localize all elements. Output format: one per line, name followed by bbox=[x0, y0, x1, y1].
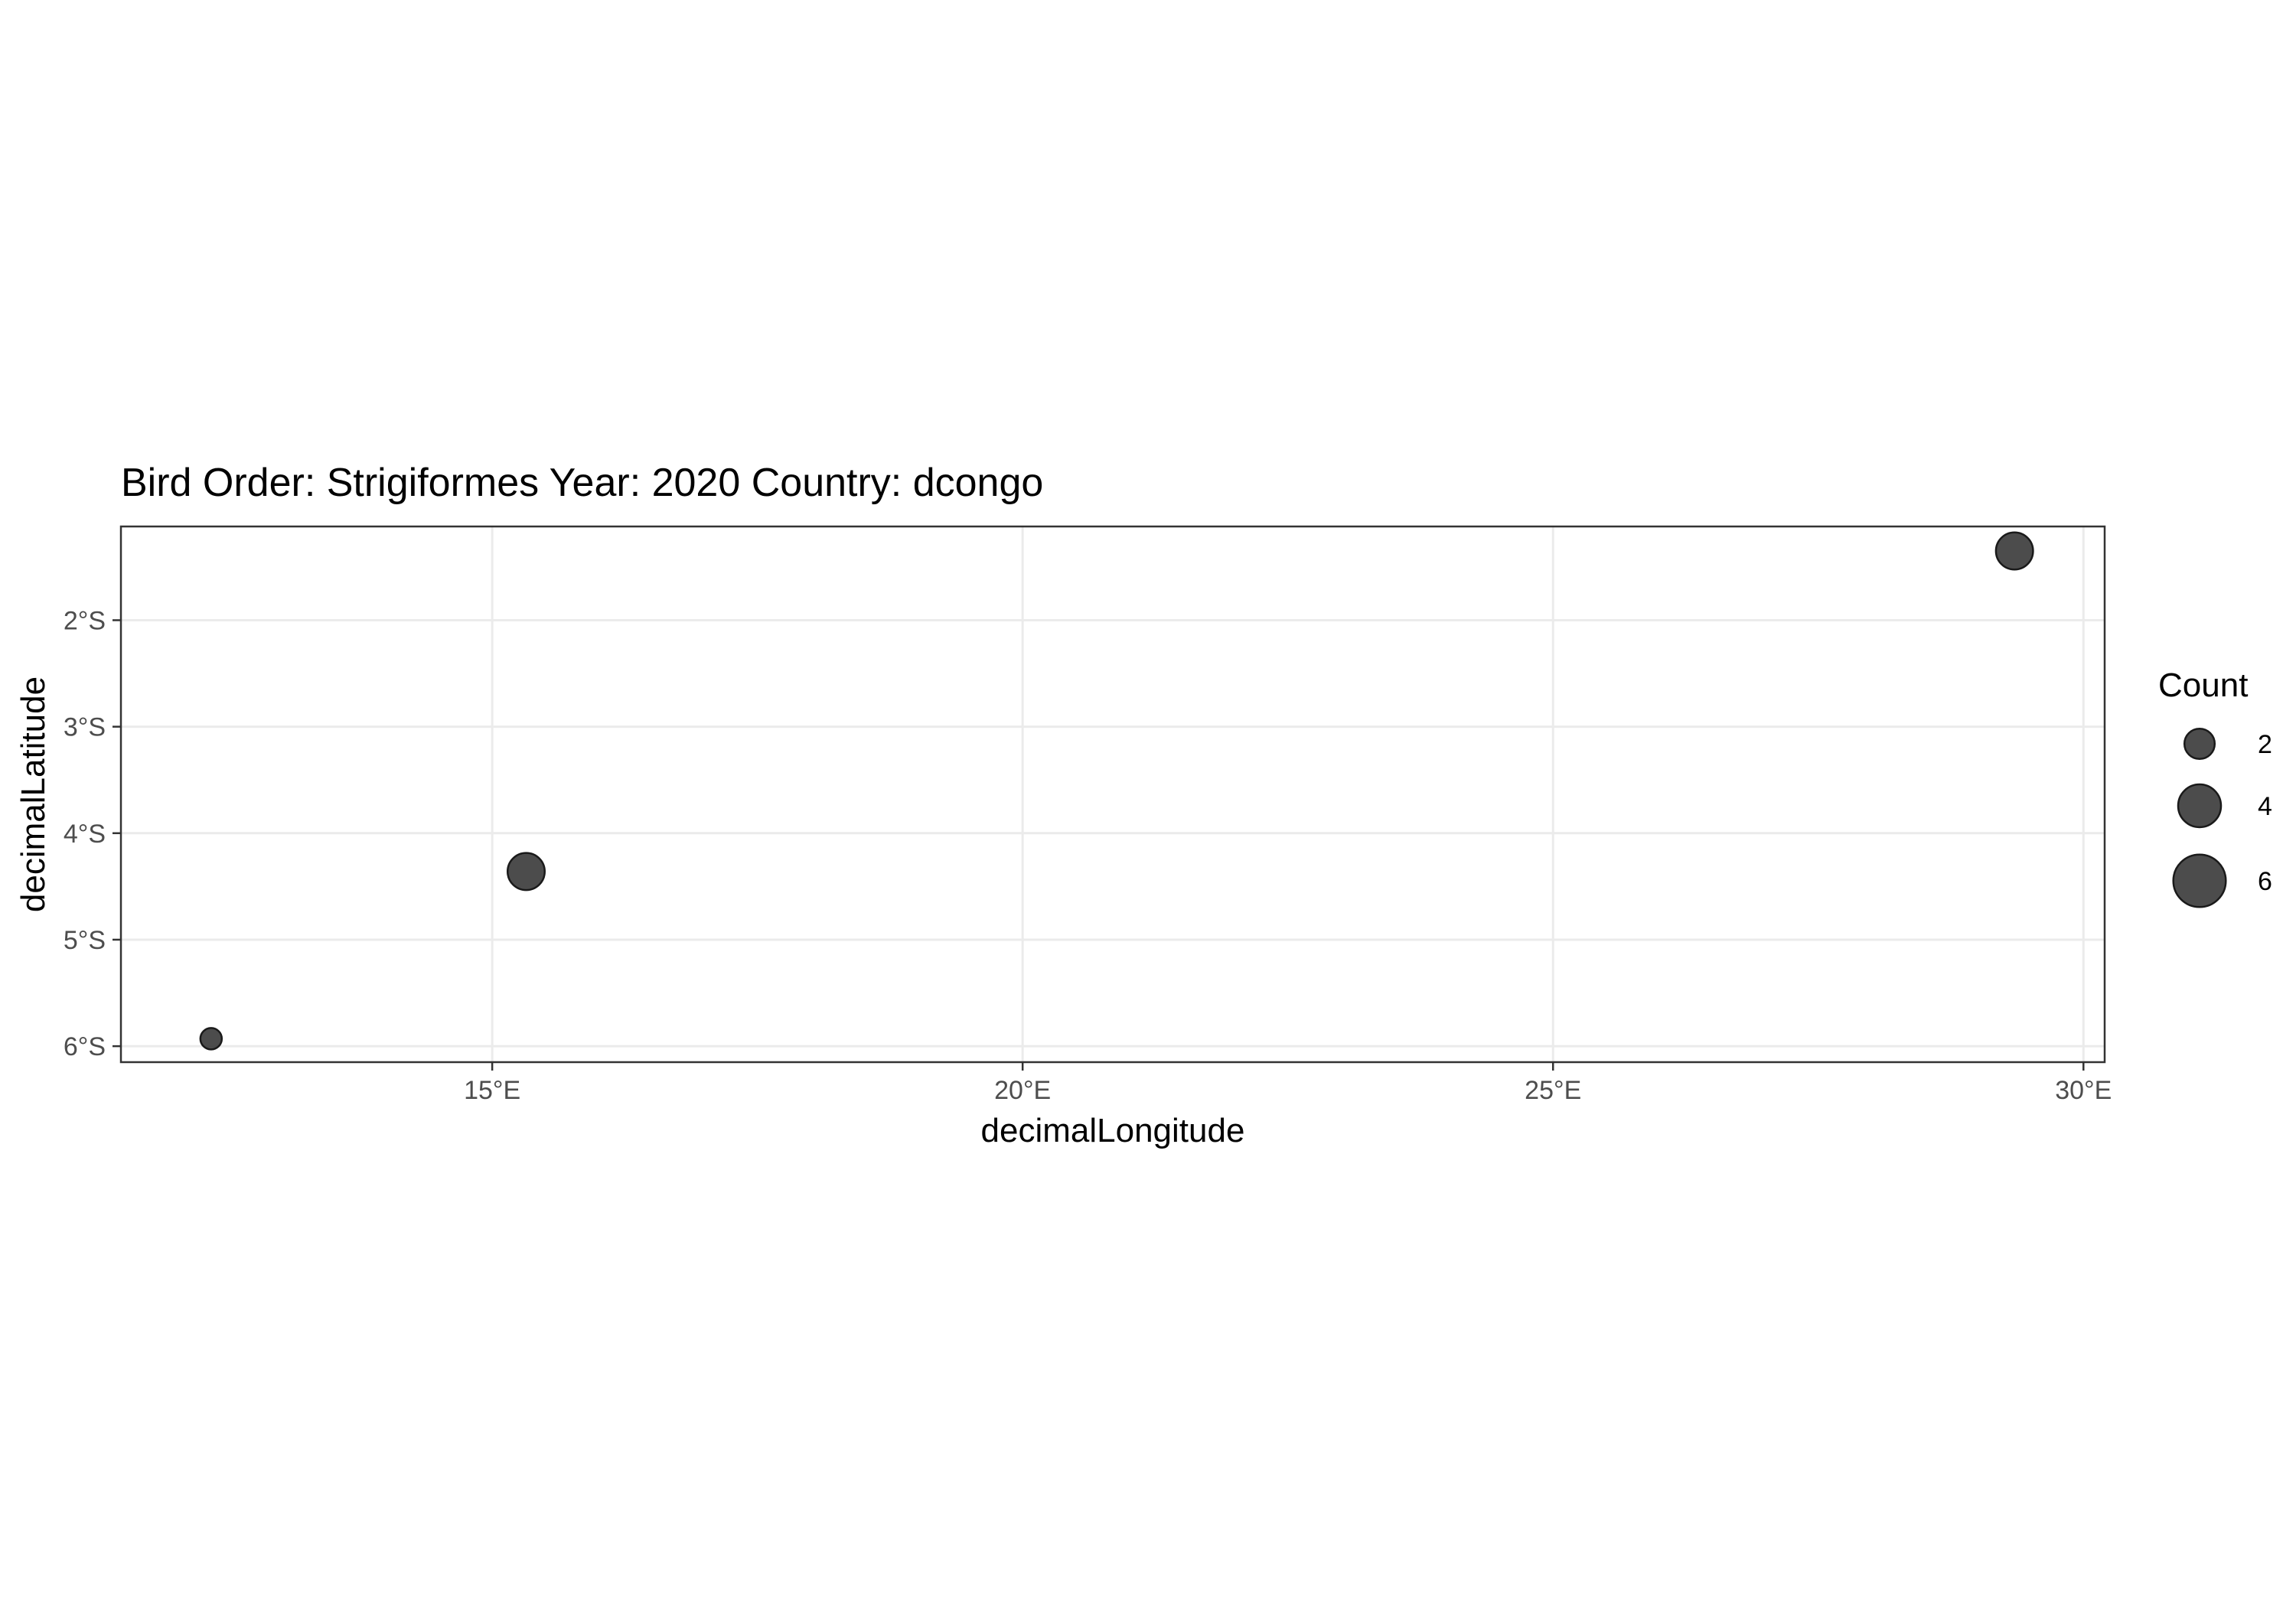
legend-key bbox=[2183, 727, 2216, 761]
x-tick-label: 20°E bbox=[994, 1076, 1051, 1105]
data-point bbox=[199, 1027, 223, 1051]
x-axis-title: decimalLongitude bbox=[981, 1112, 1245, 1149]
data-point bbox=[1994, 531, 2034, 571]
grid-lines bbox=[121, 526, 2105, 1062]
legend-label: 2 bbox=[2258, 730, 2272, 759]
legend-key bbox=[2177, 783, 2223, 829]
axis-ticks: 15°E 20°E 25°E 30°E 2°S 3°S 4°S 5°S 6°S bbox=[64, 606, 2112, 1105]
data-point bbox=[506, 852, 546, 892]
legend: Count 2 4 6 bbox=[2158, 667, 2272, 908]
y-axis-title: decimalLatitude bbox=[15, 676, 52, 912]
x-tick-label: 15°E bbox=[464, 1076, 520, 1105]
plot-panel bbox=[119, 525, 2106, 1064]
legend-label: 6 bbox=[2258, 867, 2272, 896]
legend-label: 4 bbox=[2258, 792, 2272, 821]
y-tick-label: 3°S bbox=[64, 713, 106, 742]
y-tick-label: 5°S bbox=[64, 926, 106, 955]
chart-title: Bird Order: Strigiformes Year: 2020 Coun… bbox=[121, 461, 1043, 505]
data-points bbox=[199, 531, 2034, 1051]
legend-keys: 2 4 6 bbox=[2172, 727, 2272, 908]
legend-title: Count bbox=[2158, 667, 2248, 704]
legend-key bbox=[2172, 853, 2227, 908]
y-tick-label: 4°S bbox=[64, 820, 106, 849]
y-tick-label: 2°S bbox=[64, 606, 106, 635]
y-tick-label: 6°S bbox=[64, 1032, 106, 1061]
x-tick-label: 30°E bbox=[2055, 1076, 2112, 1105]
x-tick-label: 25°E bbox=[1525, 1076, 1581, 1105]
